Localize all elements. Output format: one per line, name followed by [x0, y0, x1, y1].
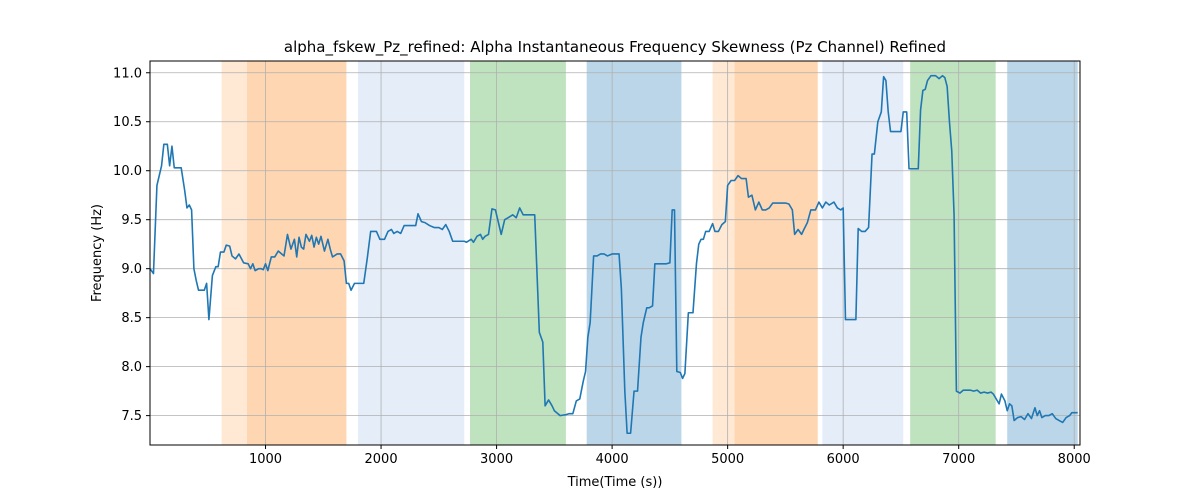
y-tick-label: 9.5 [121, 213, 142, 228]
x-tick-label: 4000 [596, 452, 629, 467]
shaded-band-5 [586, 61, 682, 445]
shaded-band-3 [357, 61, 465, 445]
y-axis-label: Frequency (Hz) [90, 204, 105, 302]
chart-title: alpha_fskew_Pz_refined: Alpha Instantane… [284, 38, 946, 57]
shaded-band-9 [910, 61, 996, 445]
y-tick-label: 10.0 [113, 164, 142, 179]
y-tick-label: 8.5 [121, 311, 142, 326]
series-line [149, 74, 1078, 435]
shaded-band-8 [822, 61, 904, 445]
x-tick-label: 8000 [1058, 452, 1091, 467]
y-tick-label: 11.0 [113, 66, 142, 81]
y-tick-layer: 7.5 8.0 8.5 9.0 9.5 10.0 10.5 11.0 [113, 66, 150, 424]
x-tick-label: 3000 [480, 452, 513, 467]
x-tick-layer: 1000 2000 3000 4000 5000 6000 7000 8000 [249, 445, 1091, 467]
x-tick-label: 2000 [365, 452, 398, 467]
shaded-band-10 [1007, 61, 1078, 445]
shaded-band-4 [470, 61, 566, 445]
x-tick-label: 7000 [942, 452, 975, 467]
y-tick-label: 8.0 [121, 360, 142, 375]
x-tick-label: 1000 [249, 452, 282, 467]
grid-layer [150, 61, 1080, 445]
y-tick-label: 7.5 [121, 409, 142, 424]
y-tick-label: 9.0 [121, 262, 142, 277]
shaded-band-1 [221, 61, 248, 445]
x-tick-label: 6000 [827, 452, 860, 467]
x-tick-label: 5000 [711, 452, 744, 467]
x-axis-label: Time(Time (s)) [567, 475, 663, 490]
shaded-band-6 [712, 61, 735, 445]
shaded-band-7 [734, 61, 818, 445]
band-layer [221, 61, 1078, 445]
y-tick-label: 10.5 [113, 115, 142, 130]
plot-frame [149, 60, 1081, 446]
